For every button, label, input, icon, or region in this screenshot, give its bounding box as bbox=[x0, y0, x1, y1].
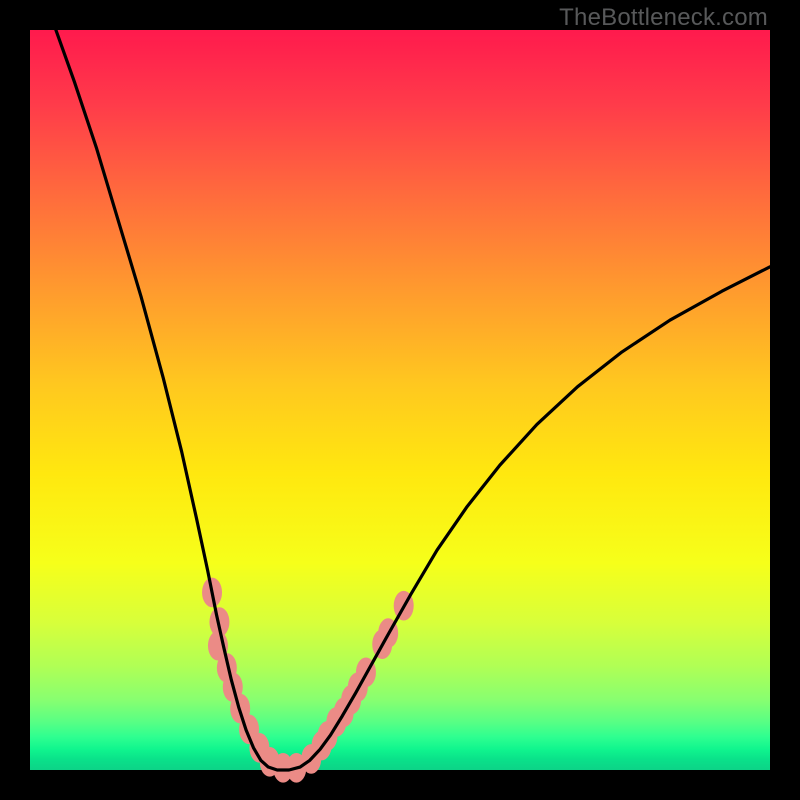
chart-svg bbox=[30, 30, 770, 770]
plot-area bbox=[30, 30, 770, 770]
markers-layer bbox=[202, 578, 414, 783]
watermark-label: TheBottleneck.com bbox=[559, 4, 768, 32]
bottleneck-curve bbox=[56, 30, 770, 770]
